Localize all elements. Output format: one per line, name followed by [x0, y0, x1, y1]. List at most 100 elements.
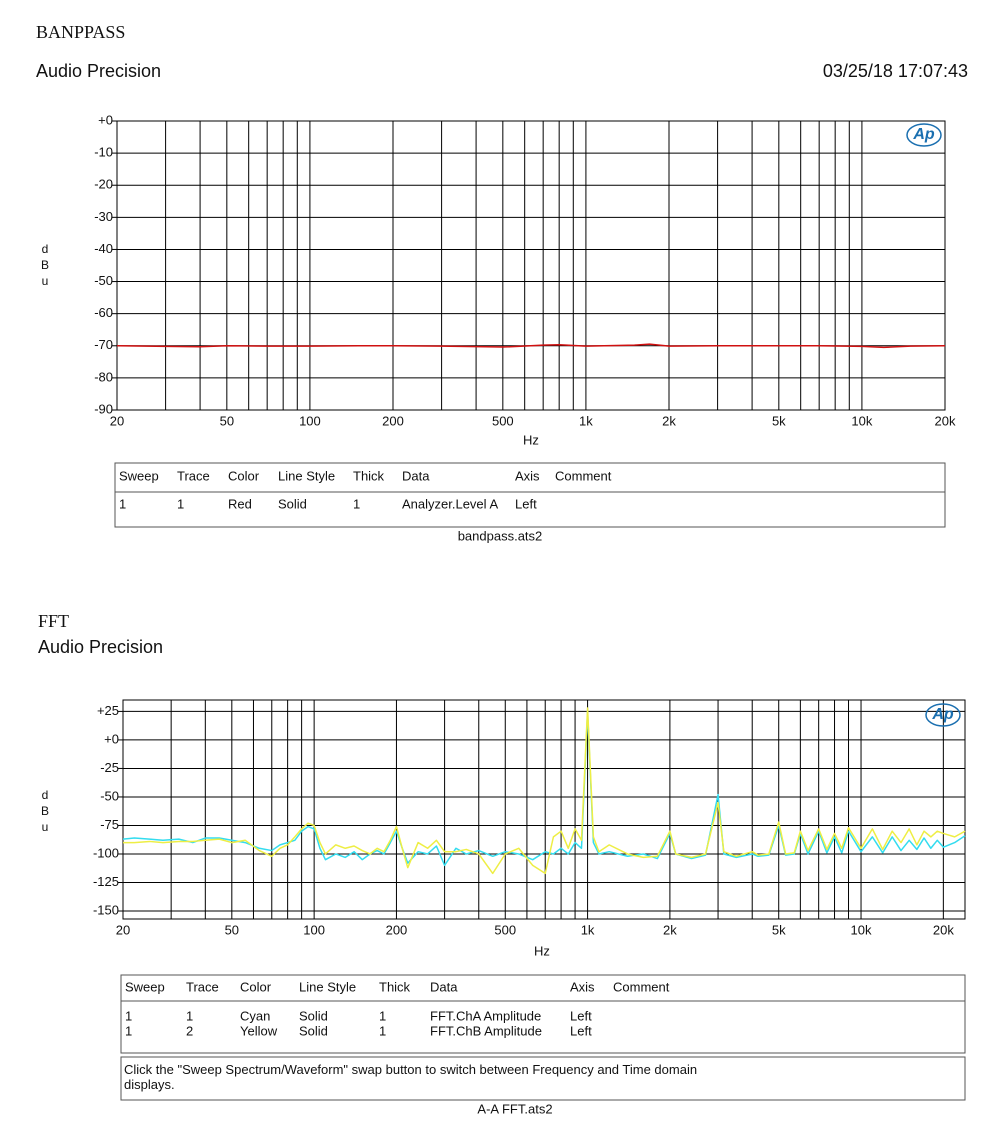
series-line — [122, 710, 966, 867]
table-cell: 1 — [125, 1023, 132, 1038]
y-tick-label: -20 — [94, 177, 113, 192]
table-cell: Analyzer.Level A — [402, 496, 498, 511]
series-line — [123, 707, 966, 875]
table-header: Sweep — [125, 979, 165, 994]
y-tick-label: -125 — [93, 874, 119, 889]
y-tick-label: -75 — [100, 817, 119, 832]
y-tick-label: -10 — [94, 145, 113, 160]
table-header: Line Style — [278, 468, 335, 483]
table-cell: Solid — [299, 1023, 328, 1038]
table-cell: Solid — [299, 1008, 328, 1023]
table-header: Data — [430, 979, 458, 994]
table-cell: FFT.ChB Amplitude — [430, 1023, 542, 1038]
table-box — [120, 974, 966, 1054]
table-cell: 1 — [119, 496, 126, 511]
x-tick-label: 2k — [663, 922, 677, 937]
table-box — [114, 462, 946, 528]
table-header: Axis — [515, 468, 540, 483]
report-subtitle: Audio Precision — [36, 61, 161, 81]
y-tick-label: -80 — [94, 369, 113, 384]
table-cell: Cyan — [240, 1008, 270, 1023]
report-title: FFT — [38, 611, 69, 631]
x-tick-label: 2k — [662, 413, 676, 428]
x-tick-label: 10k — [851, 413, 872, 428]
table-header: Color — [240, 979, 272, 994]
table-cell: FFT.ChA Amplitude — [430, 1008, 541, 1023]
y-tick-label: -100 — [93, 845, 119, 860]
series-line — [116, 343, 946, 349]
y-tick-label: -25 — [100, 760, 119, 775]
x-tick-label: 1k — [579, 413, 593, 428]
y-tick-label: +0 — [104, 731, 119, 746]
table-header: Data — [402, 468, 430, 483]
table-cell: Left — [570, 1008, 592, 1023]
table-cell: 1 — [353, 496, 360, 511]
x-tick-label: 5k — [772, 922, 786, 937]
table-header: Color — [228, 468, 260, 483]
x-tick-label: 20k — [935, 413, 956, 428]
x-tick-label: 20 — [116, 922, 130, 937]
table-cell: Left — [570, 1023, 592, 1038]
table-cell: 1 — [177, 496, 184, 511]
table-header: Line Style — [299, 979, 356, 994]
table-header: Sweep — [119, 468, 159, 483]
y-tick-label: +25 — [97, 703, 119, 718]
y-tick-label: -60 — [94, 305, 113, 320]
x-tick-label: 20 — [110, 413, 124, 428]
table-cell: 2 — [186, 1023, 193, 1038]
y-tick-label: -150 — [93, 902, 119, 917]
x-tick-label: 500 — [492, 413, 514, 428]
x-axis-label: Hz — [523, 432, 539, 447]
table-note: Click the "Sweep Spectrum/Waveform" swap… — [124, 1062, 698, 1092]
y-tick-label: -70 — [94, 337, 113, 352]
x-tick-label: 200 — [382, 413, 404, 428]
table-header: Comment — [613, 979, 670, 994]
table-cell: Solid — [278, 496, 307, 511]
table-cell: Red — [228, 496, 252, 511]
report-subtitle: Audio Precision — [38, 637, 163, 657]
table-header: Thick — [379, 979, 411, 994]
table-cell: 1 — [379, 1008, 386, 1023]
table-header: Trace — [186, 979, 219, 994]
timestamp: 03/25/18 17:07:43 — [823, 61, 968, 81]
logo-badge — [906, 123, 942, 147]
table-cell: 1 — [379, 1023, 386, 1038]
x-tick-label: 1k — [581, 922, 595, 937]
y-tick-label: -50 — [94, 273, 113, 288]
y-axis-label: dBu — [38, 788, 52, 836]
table-cell: Yellow — [240, 1023, 278, 1038]
x-tick-label: 500 — [494, 922, 516, 937]
plot-area — [116, 120, 946, 411]
file-name: A-A FFT.ats2 — [477, 1101, 552, 1116]
note-box — [120, 1056, 966, 1101]
x-tick-label: 10k — [851, 922, 872, 937]
x-tick-label: 100 — [303, 922, 325, 937]
x-axis-label: Hz — [534, 943, 550, 958]
x-tick-label: 5k — [772, 413, 786, 428]
x-tick-label: 50 — [220, 413, 234, 428]
y-tick-label: +0 — [98, 112, 113, 127]
table-cell: 1 — [125, 1008, 132, 1023]
x-tick-label: 200 — [386, 922, 408, 937]
file-name: bandpass.ats2 — [458, 528, 543, 543]
table-header: Comment — [555, 468, 612, 483]
x-tick-label: 50 — [225, 922, 239, 937]
table-header: Trace — [177, 468, 210, 483]
logo-text: Ap — [931, 706, 954, 723]
x-tick-label: 100 — [299, 413, 321, 428]
plot-area — [122, 699, 966, 920]
y-axis-label: dBu — [38, 242, 52, 290]
logo-badge — [925, 703, 961, 727]
logo-text: Ap — [912, 126, 935, 143]
table-cell: Left — [515, 496, 537, 511]
y-tick-label: -90 — [94, 401, 113, 416]
report-title: BANPPASS — [36, 22, 125, 42]
y-tick-label: -30 — [94, 209, 113, 224]
table-header: Thick — [353, 468, 385, 483]
table-header: Axis — [570, 979, 595, 994]
y-tick-label: -50 — [100, 788, 119, 803]
table-cell: 1 — [186, 1008, 193, 1023]
y-tick-label: -40 — [94, 241, 113, 256]
